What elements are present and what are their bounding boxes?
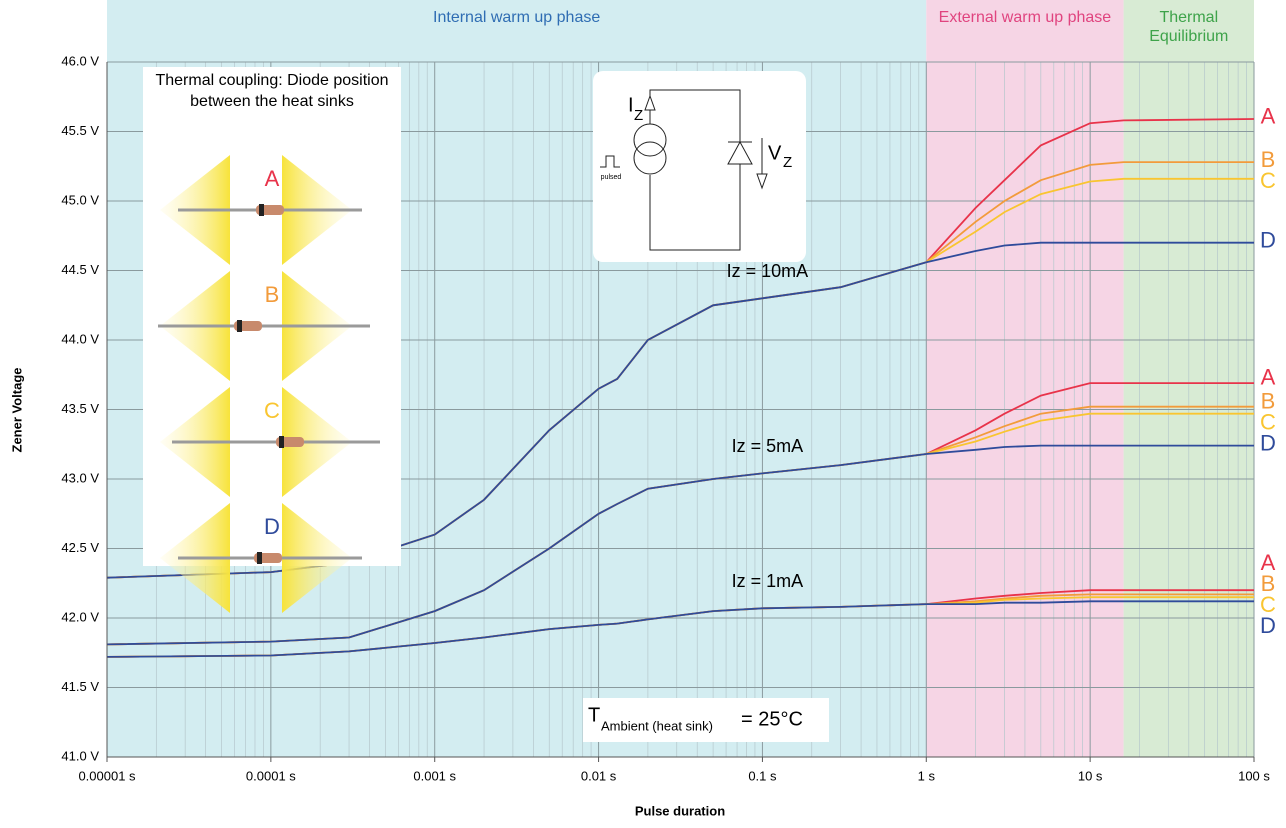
coupling-title: Thermal coupling: Diode position between… — [150, 70, 394, 112]
y-tick-label: 43.0 V — [61, 470, 99, 485]
voltage-label: V — [768, 142, 782, 164]
series-label: D — [1260, 613, 1276, 638]
diode-band — [257, 552, 262, 564]
phase-label: Thermal Equilibrium — [1130, 8, 1248, 46]
source-label: pulsed — [601, 174, 622, 181]
ambient-symbol: T — [588, 704, 600, 726]
x-tick-label: 0.01 s — [581, 768, 617, 783]
circuit-box — [593, 71, 806, 262]
y-axis-label: Zener Voltage — [9, 367, 24, 452]
diode-band — [237, 320, 242, 332]
diode-band — [259, 204, 264, 216]
y-tick-label: 42.5 V — [61, 540, 99, 555]
y-tick-label: 46.0 V — [61, 53, 99, 68]
ambient-value: = 25°C — [741, 708, 803, 730]
phase-label: Internal warm up phase — [113, 8, 920, 27]
diode-label: C — [264, 398, 280, 423]
curve-label: Iz = 10mA — [727, 261, 809, 281]
series-label: A — [1261, 365, 1276, 390]
x-tick-label: 0.00001 s — [78, 768, 136, 783]
x-tick-label: 100 s — [1238, 768, 1270, 783]
y-tick-label: 42.0 V — [61, 609, 99, 624]
voltage-subscript: Z — [783, 154, 792, 171]
y-tick-label: 45.0 V — [61, 192, 99, 207]
current-label: I — [628, 94, 634, 116]
series-label: C — [1260, 168, 1276, 193]
y-tick-label: 44.5 V — [61, 262, 99, 277]
series-label: A — [1261, 104, 1276, 129]
current-subscript: Z — [634, 107, 643, 124]
diode-band — [279, 436, 284, 448]
ambient-subscript: Ambient (heat sink) — [601, 718, 713, 733]
x-tick-label: 0.001 s — [413, 768, 456, 783]
x-axis-label: Pulse duration — [635, 803, 725, 818]
y-tick-label: 45.5 V — [61, 123, 99, 138]
y-tick-label: 44.0 V — [61, 331, 99, 346]
chart: 0.00001 s 0.0001 s 0.001 s 0.01 s 0.1 s 1 s 10… — [0, 0, 1286, 828]
curve-label: Iz = 1mA — [732, 571, 804, 591]
diode-label: A — [265, 166, 280, 191]
x-tick-label: 10 s — [1078, 768, 1103, 783]
x-tick-label: 0.1 s — [748, 768, 777, 783]
page: 0.00001 s 0.0001 s 0.001 s 0.01 s 0.1 s 1 s 10… — [0, 0, 1286, 828]
y-tick-label: 41.5 V — [61, 679, 99, 694]
phase-label: External warm up phase — [932, 8, 1117, 27]
series-label: D — [1260, 430, 1276, 455]
diode-label: D — [264, 514, 280, 539]
series-label: D — [1260, 227, 1276, 252]
x-tick-label: 1 s — [918, 768, 936, 783]
curve-label: Iz = 5mA — [732, 436, 804, 456]
y-tick-label: 41.0 V — [61, 748, 99, 763]
y-tick-label: 43.5 V — [61, 401, 99, 416]
x-tick-label: 0.0001 s — [246, 768, 296, 783]
diode-label: B — [265, 282, 280, 307]
